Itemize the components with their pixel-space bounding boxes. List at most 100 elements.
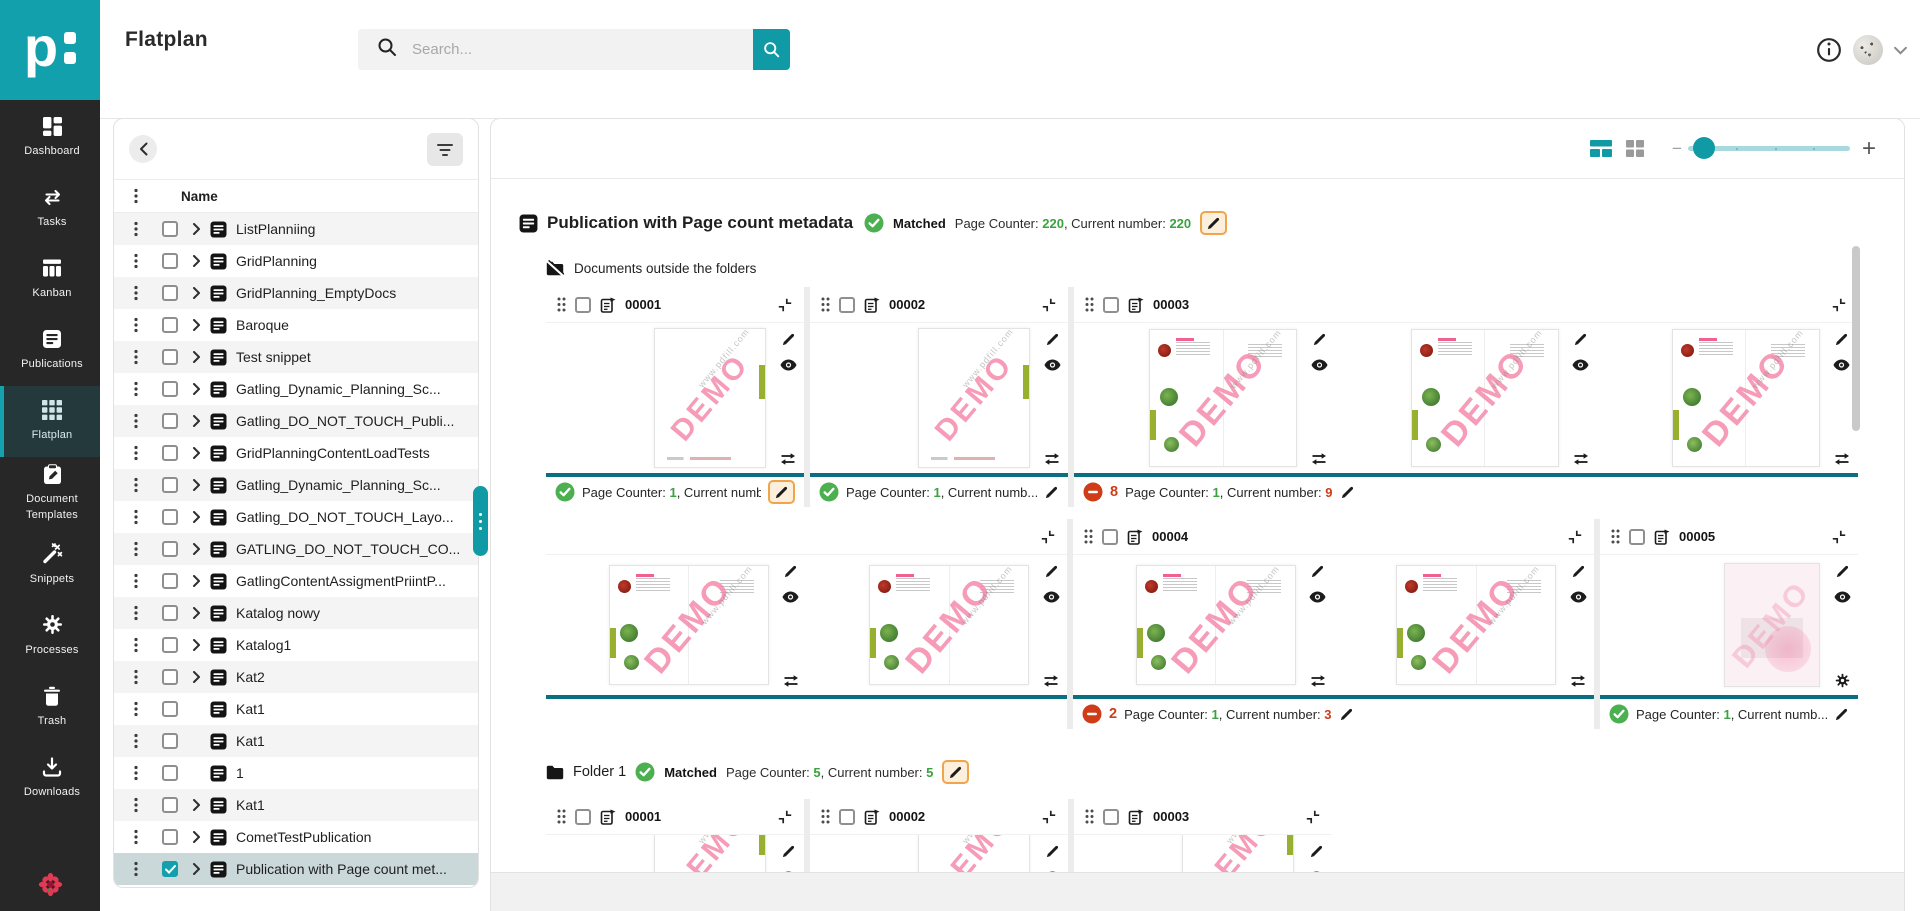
tree-row[interactable]: Kat1 <box>114 789 478 821</box>
tree-row[interactable]: Gatling_DO_NOT_TOUCH_Publi... <box>114 405 478 437</box>
tree-row[interactable]: Baroque <box>114 309 478 341</box>
document-checkbox[interactable] <box>575 808 591 825</box>
tree-row[interactable]: Katalog1 <box>114 629 478 661</box>
horizontal-scrollbar-track[interactable] <box>491 872 1904 911</box>
preview-icon[interactable] <box>1833 359 1850 371</box>
row-menu-icon[interactable] <box>134 541 146 557</box>
flatplan-view-toggle[interactable] <box>1589 140 1612 157</box>
sidebar-item-dashboard[interactable]: Dashboard <box>0 102 100 173</box>
chevron-right-icon[interactable] <box>192 863 201 875</box>
document-checkbox[interactable] <box>1102 528 1118 545</box>
row-checkbox[interactable] <box>162 509 178 525</box>
chevron-right-icon[interactable] <box>192 543 201 555</box>
document-checkbox[interactable] <box>1103 296 1119 313</box>
edit-publication-number-button[interactable] <box>1200 211 1228 235</box>
chevron-right-icon[interactable] <box>192 799 201 811</box>
collapse-icon[interactable] <box>777 297 793 313</box>
row-checkbox[interactable] <box>162 253 178 269</box>
chevron-right-icon[interactable] <box>192 415 201 427</box>
spread-thumbnail[interactable]: DEMO www.pdfill.com <box>1135 565 1296 685</box>
tree-row[interactable]: Katalog nowy <box>114 597 478 629</box>
edit-icon[interactable] <box>1571 564 1586 579</box>
edit-icon[interactable] <box>1835 564 1850 579</box>
sidebar-item-trash[interactable]: Trash <box>0 672 100 743</box>
chevron-right-icon[interactable] <box>192 319 201 331</box>
preview-icon[interactable] <box>1572 359 1589 371</box>
collapse-panel-button[interactable] <box>129 135 157 163</box>
collapse-icon[interactable] <box>1041 297 1057 313</box>
row-checkbox[interactable] <box>162 733 178 749</box>
swap-icon[interactable] <box>1311 452 1327 466</box>
edit-icon[interactable] <box>1312 332 1327 347</box>
edit-icon[interactable] <box>1309 844 1324 859</box>
edit-icon[interactable] <box>781 332 796 347</box>
chevron-right-icon[interactable] <box>192 575 201 587</box>
drag-handle-icon[interactable] <box>1085 297 1094 312</box>
spread-thumbnail[interactable]: DEMO www.pdfill.com <box>1410 329 1559 467</box>
info-icon[interactable] <box>1816 37 1842 63</box>
collapse-icon[interactable] <box>1831 297 1847 313</box>
user-avatar[interactable] <box>1853 35 1883 65</box>
tree-row[interactable]: Gatling_Dynamic_Planning_Sc... <box>114 373 478 405</box>
column-menu-icon[interactable] <box>134 188 146 204</box>
tree-row[interactable]: Gatling_DO_NOT_TOUCH_Layo... <box>114 501 478 533</box>
row-menu-icon[interactable] <box>134 349 146 365</box>
sidebar-item-kanban[interactable]: Kanban <box>0 244 100 315</box>
preview-icon[interactable] <box>1311 359 1328 371</box>
spread-thumbnail[interactable]: DEMO www.pdfill.com <box>608 565 769 685</box>
row-menu-icon[interactable] <box>134 669 146 685</box>
collapse-icon[interactable] <box>777 809 793 825</box>
chevron-right-icon[interactable] <box>192 479 201 491</box>
row-menu-icon[interactable] <box>134 637 146 653</box>
zoom-out-button[interactable]: − <box>1672 138 1682 158</box>
tree-row[interactable]: GridPlanningContentLoadTests <box>114 437 478 469</box>
preview-icon[interactable] <box>1309 591 1326 603</box>
row-menu-icon[interactable] <box>134 733 146 749</box>
swap-icon[interactable] <box>1570 674 1586 688</box>
preview-icon[interactable] <box>1570 591 1587 603</box>
edit-icon[interactable] <box>781 844 796 859</box>
tree-row[interactable]: ListPlanniing <box>114 213 478 245</box>
swap-icon[interactable] <box>780 452 796 466</box>
document-checkbox[interactable] <box>1103 808 1119 825</box>
row-menu-icon[interactable] <box>134 413 146 429</box>
chevron-right-icon[interactable] <box>192 447 201 459</box>
swap-icon[interactable] <box>1834 452 1850 466</box>
chevron-right-icon[interactable] <box>192 223 201 235</box>
row-checkbox[interactable] <box>162 829 178 845</box>
chevron-right-icon[interactable] <box>192 511 201 523</box>
swap-icon[interactable] <box>1043 674 1059 688</box>
row-checkbox[interactable] <box>162 669 178 685</box>
edit-folder-number-button[interactable] <box>942 760 970 784</box>
edit-icon[interactable] <box>1045 332 1060 347</box>
document-checkbox[interactable] <box>575 296 591 313</box>
row-checkbox[interactable] <box>162 477 178 493</box>
app-logo[interactable]: p <box>0 0 100 100</box>
search-button[interactable] <box>753 29 790 70</box>
row-checkbox[interactable] <box>162 637 178 653</box>
row-checkbox[interactable] <box>162 701 178 717</box>
tree-row[interactable]: GridPlanning_EmptyDocs <box>114 277 478 309</box>
zoom-slider[interactable] <box>1687 137 1850 159</box>
row-menu-icon[interactable] <box>134 381 146 397</box>
document-checkbox[interactable] <box>1629 528 1645 545</box>
row-checkbox[interactable] <box>162 317 178 333</box>
tree-row[interactable]: GatlingContentAssigmentPriintP... <box>114 565 478 597</box>
chevron-right-icon[interactable] <box>192 607 201 619</box>
edit-page-number-button[interactable] <box>1339 707 1354 722</box>
row-checkbox[interactable] <box>162 349 178 365</box>
row-menu-icon[interactable] <box>134 829 146 845</box>
filter-button[interactable] <box>427 133 463 166</box>
drag-handle-icon[interactable] <box>1084 529 1093 544</box>
drag-handle-icon[interactable] <box>821 809 830 824</box>
sidebar-item-processes[interactable]: Processes <box>0 601 100 672</box>
row-checkbox[interactable] <box>162 861 178 877</box>
chevron-right-icon[interactable] <box>192 255 201 267</box>
collapse-icon[interactable] <box>1041 809 1057 825</box>
chevron-right-icon[interactable] <box>192 383 201 395</box>
sidebar-item-publications[interactable]: Publications <box>0 315 100 386</box>
spread-thumbnail[interactable]: DEMO www.pdfill.com <box>869 565 1029 685</box>
